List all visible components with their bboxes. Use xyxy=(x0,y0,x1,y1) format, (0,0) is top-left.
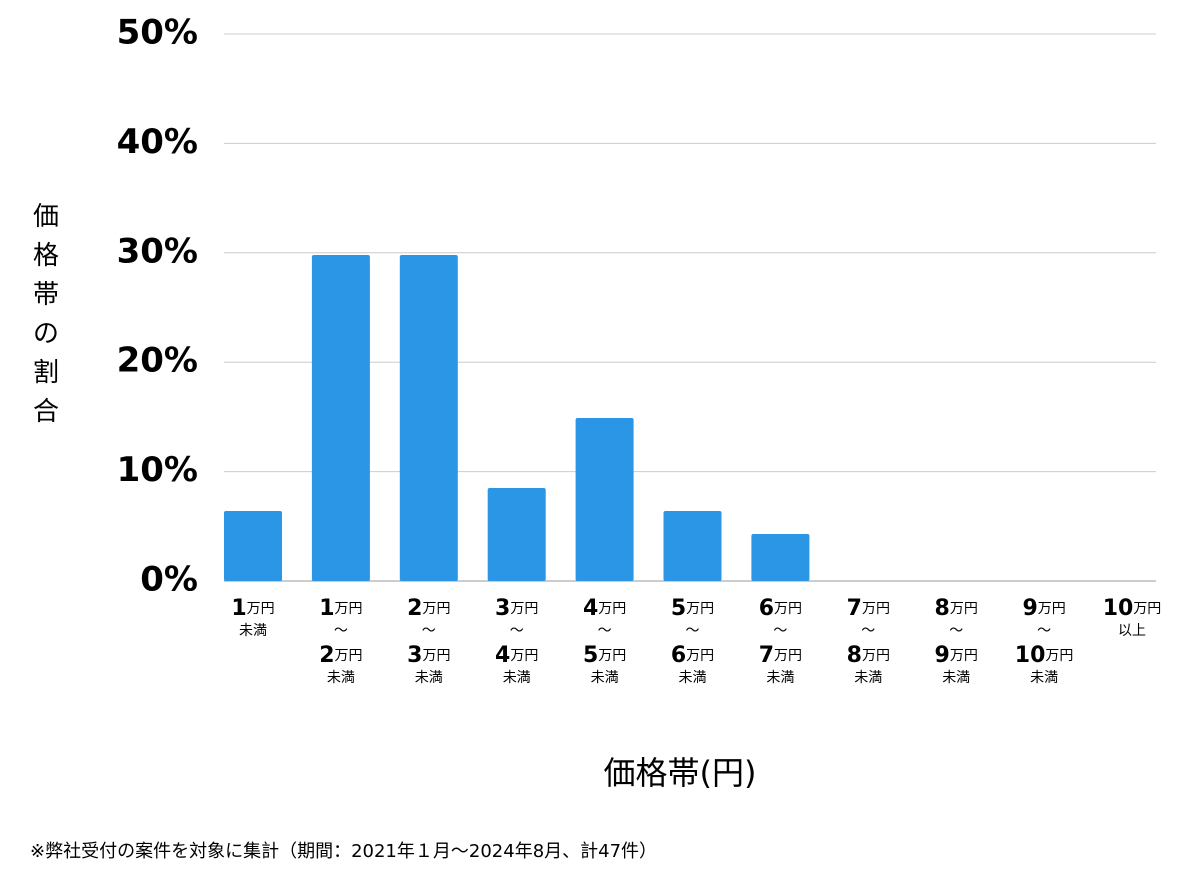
x-tick-label: 1万円未満 xyxy=(231,596,274,639)
x-tick-label: 6万円～ 7万円未満 xyxy=(759,596,802,686)
y-tick-label: 50% xyxy=(117,13,198,53)
y-tick-label: 40% xyxy=(117,122,198,162)
x-tick-label: 4万円～ 5万円未満 xyxy=(583,596,626,686)
x-tick-label: 10万円以上 xyxy=(1103,596,1162,639)
bar xyxy=(487,488,546,581)
x-axis-title: 価格帯(円) xyxy=(604,754,757,792)
x-tick-label: 9万円～ 10万円未満 xyxy=(1015,596,1074,686)
bar xyxy=(575,417,634,581)
bar xyxy=(311,254,370,581)
bar xyxy=(399,254,458,581)
x-tick-label: 1万円～ 2万円未満 xyxy=(319,596,362,686)
x-tick-label: 8万円～ 9万円未満 xyxy=(935,596,978,686)
bar xyxy=(751,533,810,581)
y-tick-label: 10% xyxy=(117,450,198,490)
y-tick-label: 0% xyxy=(140,560,198,600)
y-tick-label: 20% xyxy=(117,341,198,381)
bar xyxy=(663,510,722,581)
footnote: ※弊社受付の案件を対象に集計（期間：2021年１月～2024年8月、計47件） xyxy=(30,841,657,862)
y-tick-label: 30% xyxy=(117,231,198,271)
x-tick-label: 5万円～ 6万円未満 xyxy=(671,596,714,686)
x-tick-label: 2万円～ 3万円未満 xyxy=(407,596,450,686)
y-axis-title: 価格帯の割合 xyxy=(33,202,59,427)
bar xyxy=(224,510,282,581)
x-tick-label: 7万円～ 8万円未満 xyxy=(847,596,890,686)
x-tick-label: 3万円～ 4万円未満 xyxy=(495,596,538,686)
